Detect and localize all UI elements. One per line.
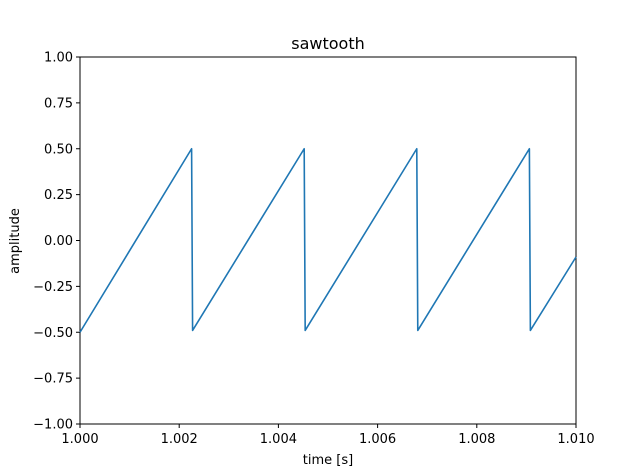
x-axis-label: time [s] xyxy=(303,453,353,468)
y-tick-label: 0.25 xyxy=(44,188,73,203)
series-layer xyxy=(79,147,577,333)
y-tick-label: 0.00 xyxy=(44,234,73,249)
y-tick-label: 0.75 xyxy=(44,96,73,111)
plot-frame xyxy=(79,56,577,425)
y-tick-label: −1.00 xyxy=(33,418,73,433)
x-tick-label: 1.008 xyxy=(458,432,495,447)
plot-area xyxy=(79,56,577,425)
x-axis: 1.000 1.002 1.004 1.006 1.008 1.010 xyxy=(61,424,595,447)
y-axis-label: amplitude xyxy=(8,208,23,274)
x-tick-label: 1.000 xyxy=(61,432,98,447)
x-tick-label: 1.004 xyxy=(260,432,297,447)
y-tick-label: 1.00 xyxy=(44,51,73,66)
y-tick-label: −0.25 xyxy=(33,280,73,295)
y-tick-label: −0.50 xyxy=(33,326,73,341)
x-tick-label: 1.002 xyxy=(161,432,198,447)
x-tick-label: 1.010 xyxy=(557,432,594,447)
series-line-sawtooth xyxy=(79,147,577,333)
y-tick-label: 0.50 xyxy=(44,142,73,157)
y-tick-label: −0.75 xyxy=(33,372,73,387)
x-tick-label: 1.006 xyxy=(359,432,396,447)
y-axis: 1.00 0.75 0.50 0.25 0.00 −0.25 −0.50 −0.75 −1.00 xyxy=(33,51,80,433)
chart-title: sawtooth xyxy=(291,34,365,53)
